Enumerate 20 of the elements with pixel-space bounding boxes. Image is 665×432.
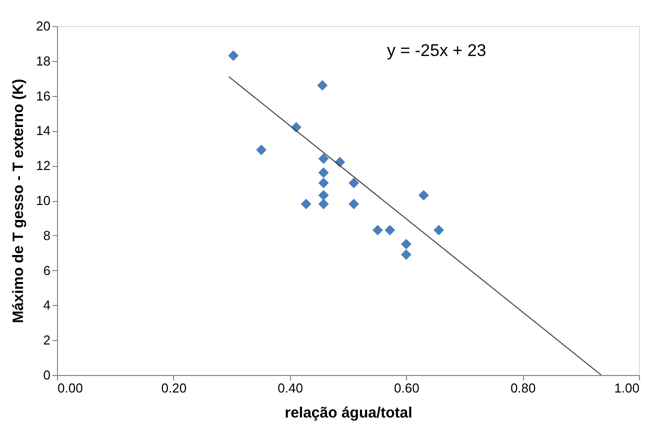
y-tick-label: 18 [36,53,50,68]
y-tick-label: 12 [36,158,50,174]
x-tick-label: 0.40 [278,380,303,396]
y-tick-label: 0 [43,368,50,382]
y-tick-label: 20 [36,18,50,34]
annotation: y = -25x + 23 [387,41,486,60]
y-tick-label: 14 [36,123,50,138]
x-tick-label: 0.00 [58,380,83,396]
x-tick-label: 0.80 [510,380,536,396]
y-tick-label: 6 [43,262,50,278]
x-axis-title: relação água/total [284,404,412,422]
x-tick-label: 0.20 [161,380,187,396]
y-axis-title: Máximo de T gesso - T externo (K) [10,78,28,324]
y-tick-label: 2 [43,332,50,348]
x-tick-label: 0.60 [394,380,420,396]
y-tick-label: 10 [36,193,50,208]
x-tick-label: 1.00 [614,380,640,396]
y-tick-label: 16 [36,88,50,104]
y-tick-label: 4 [43,298,50,313]
y-tick-label: 8 [43,228,50,243]
